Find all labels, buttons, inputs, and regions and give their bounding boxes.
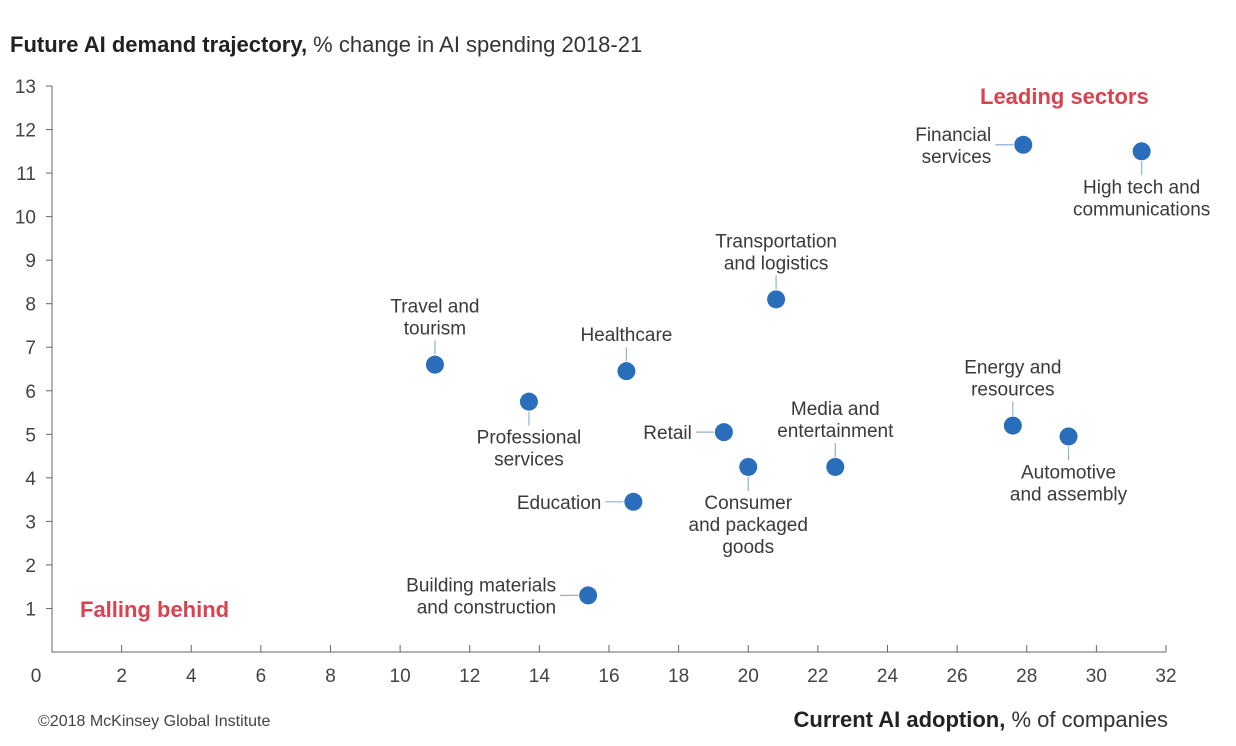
- point-label: goods: [722, 537, 774, 558]
- scatter-point: [714, 423, 733, 442]
- y-tick-label: 2: [25, 556, 36, 577]
- y-tick-label: 6: [25, 382, 36, 403]
- x-axis-title: Current AI adoption, % of companies: [794, 707, 1168, 733]
- point-label: and logistics: [724, 253, 829, 274]
- point-label: Automotive: [1021, 462, 1116, 483]
- x-tick-label: 18: [668, 666, 689, 687]
- point-label: Consumer: [704, 493, 792, 514]
- point-label: entertainment: [777, 421, 894, 442]
- y-tick-label: 7: [25, 338, 36, 359]
- point-label: Transportation: [715, 231, 837, 252]
- point-label: High tech and: [1083, 177, 1200, 198]
- x-tick-label: 22: [807, 666, 828, 687]
- scatter-point: [1059, 427, 1078, 446]
- scatter-point: [617, 362, 636, 381]
- scatter-point: [1132, 142, 1151, 161]
- point-label: and packaged: [689, 515, 808, 536]
- x-axis-title-bold: Current AI adoption,: [793, 707, 1006, 732]
- point-label: services: [494, 450, 564, 471]
- y-tick-label: 10: [15, 208, 36, 229]
- y-tick-label: 4: [25, 469, 36, 490]
- x-tick-label: 8: [325, 666, 336, 687]
- scatter-point: [1003, 416, 1022, 435]
- point-label: Education: [517, 493, 602, 514]
- x-tick-label: 24: [877, 666, 899, 687]
- y-tick-label: 1: [25, 599, 36, 620]
- x-tick-label: 2: [116, 666, 127, 687]
- scatter-point: [1014, 135, 1033, 154]
- point-label: and construction: [417, 597, 556, 618]
- x-tick-label: 20: [738, 666, 759, 687]
- point-label: Financial: [915, 125, 991, 146]
- y-tick-label: 5: [25, 425, 36, 446]
- scatter-point: [624, 492, 643, 511]
- x-tick-label: 4: [186, 666, 197, 687]
- point-label: tourism: [404, 319, 466, 340]
- x-tick-label: 12: [459, 666, 480, 687]
- point-label: Building materials: [406, 575, 556, 596]
- y-tick-label: 13: [15, 77, 36, 98]
- point-label: communications: [1073, 199, 1210, 220]
- zone-label-falling: Falling behind: [80, 597, 230, 622]
- x-tick-label: 28: [1016, 666, 1037, 687]
- scatter-point: [519, 392, 538, 411]
- point-label: Travel and: [390, 297, 479, 318]
- point-label: Healthcare: [580, 325, 672, 346]
- y-tick-label: 12: [15, 121, 36, 142]
- y-tick-label: 9: [25, 251, 36, 272]
- scatter-point: [579, 586, 598, 605]
- x-tick-label: 16: [598, 666, 619, 687]
- point-label: Professional: [477, 428, 582, 449]
- chart-title-bold: Future AI demand trajectory,: [10, 32, 308, 57]
- x-axis-title-rest: % of companies: [1005, 707, 1168, 732]
- y-tick-label: 11: [16, 164, 36, 185]
- scatter-point: [826, 457, 845, 476]
- y-tick-label: 8: [25, 295, 36, 316]
- x-tick-label: 10: [390, 666, 411, 687]
- point-label: and assembly: [1010, 484, 1128, 505]
- point-label: Media and: [791, 399, 880, 420]
- x-tick-label: 32: [1155, 666, 1176, 687]
- zone-label-leading: Leading sectors: [980, 84, 1149, 109]
- scatter-point: [767, 290, 786, 309]
- chart-title: Future AI demand trajectory, % change in…: [10, 32, 642, 58]
- y-tick-label: 3: [25, 512, 36, 533]
- chart-title-rest: % change in AI spending 2018-21: [307, 32, 643, 57]
- x-tick-label: 6: [256, 666, 267, 687]
- x-tick-label: 14: [529, 666, 551, 687]
- point-label: resources: [971, 380, 1054, 401]
- point-label: Retail: [643, 423, 692, 444]
- x-tick-label: 30: [1086, 666, 1107, 687]
- point-label: services: [922, 147, 992, 168]
- x-tick-label: 26: [947, 666, 968, 687]
- point-label: Energy and: [964, 358, 1061, 379]
- scatter-point: [425, 355, 444, 374]
- credit-text: ©2018 McKinsey Global Institute: [38, 713, 271, 730]
- scatter-point: [739, 457, 758, 476]
- x-tick-label: 0: [31, 666, 42, 687]
